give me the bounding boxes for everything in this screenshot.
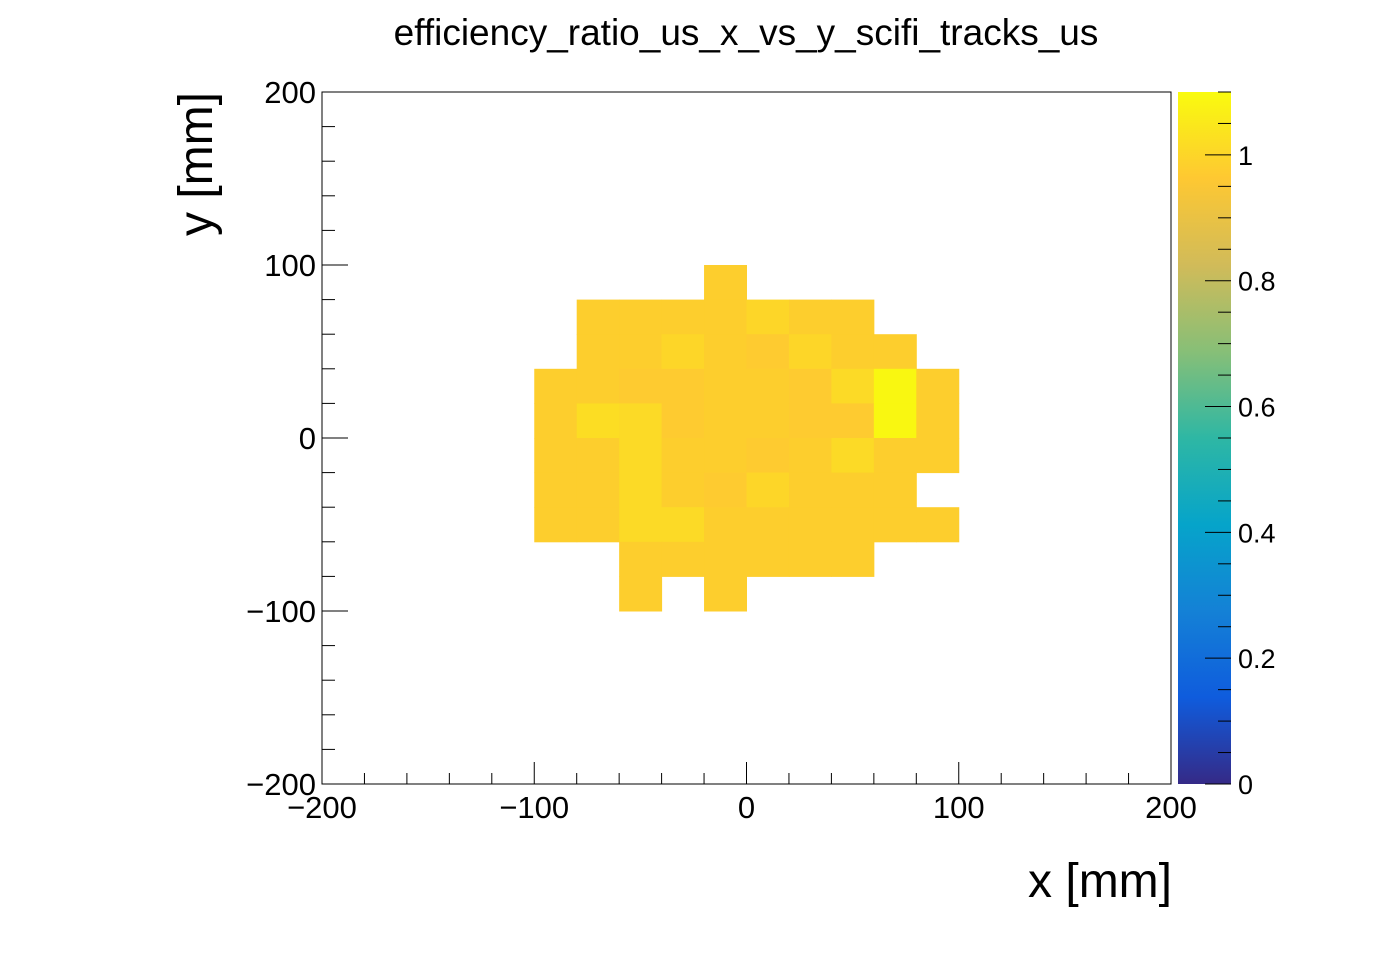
x-tick-label: 200 bbox=[1145, 790, 1197, 825]
chart-title: efficiency_ratio_us_x_vs_y_scifi_tracks_… bbox=[394, 12, 1099, 53]
colorbar-tick-label: 0.4 bbox=[1238, 518, 1276, 548]
heatmap-cell bbox=[704, 472, 747, 508]
y-tick-label: −100 bbox=[246, 594, 316, 629]
heatmap-cell bbox=[746, 472, 790, 508]
y-tick-label: 200 bbox=[264, 75, 316, 110]
heatmap-cell bbox=[576, 438, 620, 474]
heatmap-cell bbox=[661, 368, 705, 404]
heatmap-cell bbox=[534, 403, 578, 439]
heatmap-cell bbox=[788, 472, 832, 508]
heatmap-cell bbox=[619, 368, 663, 404]
heatmap-cell bbox=[576, 368, 620, 404]
heatmap-cell bbox=[746, 438, 790, 474]
heatmap-cell bbox=[661, 507, 705, 543]
heatmap-cell bbox=[873, 403, 917, 439]
x-axis: −200 −100 0 100 200 bbox=[287, 762, 1197, 825]
colorbar-tick-label: 0.8 bbox=[1238, 267, 1276, 297]
heatmap-cell bbox=[746, 541, 790, 577]
heatmap-cell bbox=[788, 299, 832, 335]
heatmap-cell bbox=[704, 541, 747, 577]
heatmap-cell bbox=[704, 299, 747, 335]
heatmap-cell bbox=[704, 438, 747, 474]
x-tick-label: −100 bbox=[499, 790, 569, 825]
heatmap-cell bbox=[661, 438, 705, 474]
heatmap-cell bbox=[916, 403, 960, 439]
heatmap-cell bbox=[534, 507, 578, 543]
heatmap-cell bbox=[746, 368, 790, 404]
heatmap-cell bbox=[831, 472, 875, 508]
y-tick-label: 0 bbox=[299, 421, 316, 456]
heatmap-cell bbox=[661, 403, 705, 439]
heatmap-cell bbox=[619, 403, 663, 439]
heatmap-cell bbox=[788, 368, 832, 404]
x-tick-label: 0 bbox=[738, 790, 755, 825]
heatmap-cell bbox=[831, 438, 875, 474]
heatmap-cell bbox=[788, 403, 832, 439]
heatmap-cell bbox=[916, 368, 960, 404]
heatmap-cell bbox=[873, 334, 917, 370]
heatmap-cell bbox=[661, 334, 705, 370]
heatmap-cell bbox=[576, 334, 620, 370]
heatmap-cell bbox=[704, 507, 747, 543]
heatmap-cell bbox=[831, 334, 875, 370]
heatmap-cell bbox=[619, 541, 663, 577]
heatmap-cell bbox=[534, 438, 578, 474]
heatmap-cell bbox=[576, 472, 620, 508]
heatmap-cell bbox=[788, 541, 832, 577]
heatmap-cell bbox=[534, 472, 578, 508]
colorbar-tick-label: 0.6 bbox=[1238, 393, 1276, 423]
x-tick-label: −200 bbox=[287, 790, 357, 825]
y-tick-label: −200 bbox=[246, 767, 316, 802]
heatmap-cell bbox=[661, 541, 705, 577]
heatmap-cell bbox=[661, 472, 705, 508]
heatmap-cell bbox=[746, 403, 790, 439]
heatmap-cell bbox=[576, 507, 620, 543]
heatmap-cell bbox=[704, 403, 747, 439]
heatmap-cell bbox=[873, 472, 917, 508]
heatmap-cell bbox=[534, 368, 578, 404]
heatmap-cell bbox=[873, 438, 917, 474]
heatmap-cell bbox=[746, 507, 790, 543]
heatmap-cell bbox=[619, 576, 663, 612]
heatmap-cell bbox=[831, 368, 875, 404]
heatmap-cell bbox=[619, 472, 663, 508]
heatmap-cell bbox=[619, 299, 663, 335]
heatmap-cell bbox=[704, 368, 747, 404]
y-axis: −200 −100 0 100 200 bbox=[246, 75, 348, 802]
heatmap-cell bbox=[619, 438, 663, 474]
heatmap-cell bbox=[831, 507, 875, 543]
colorbar-tick-label: 1 bbox=[1238, 141, 1253, 171]
heatmap-cell bbox=[831, 403, 875, 439]
heatmap-cell bbox=[576, 403, 620, 439]
heatmap-cell bbox=[916, 507, 960, 543]
heatmap-cell bbox=[788, 507, 832, 543]
heatmap-cell bbox=[788, 334, 832, 370]
heatmap-cell bbox=[746, 299, 790, 335]
heatmap-cell bbox=[788, 438, 832, 474]
x-axis-title: x [mm] bbox=[1028, 855, 1172, 908]
colorbar-tick-label: 0.2 bbox=[1238, 644, 1276, 674]
heatmap-cells bbox=[534, 265, 960, 612]
heatmap-cell bbox=[704, 576, 747, 612]
colorbar-tick-label: 0 bbox=[1238, 770, 1253, 800]
colorbar-axis: 0 0.2 0.4 0.6 0.8 1 bbox=[1205, 91, 1276, 800]
heatmap-cell bbox=[831, 299, 875, 335]
heatmap-cell bbox=[873, 368, 917, 404]
heatmap-cell bbox=[704, 334, 747, 370]
heatmap-cell bbox=[916, 438, 960, 474]
heatmap-cell bbox=[746, 334, 790, 370]
heatmap-cell bbox=[619, 334, 663, 370]
heatmap-cell bbox=[576, 299, 620, 335]
heatmap-cell bbox=[661, 299, 705, 335]
x-tick-label: 100 bbox=[933, 790, 985, 825]
heatmap-cell bbox=[873, 507, 917, 543]
y-tick-label: 100 bbox=[264, 248, 316, 283]
heatmap-cell bbox=[831, 541, 875, 577]
heatmap-cell bbox=[619, 507, 663, 543]
heatmap-cell bbox=[704, 265, 747, 301]
y-axis-title: y [mm] bbox=[170, 92, 223, 236]
